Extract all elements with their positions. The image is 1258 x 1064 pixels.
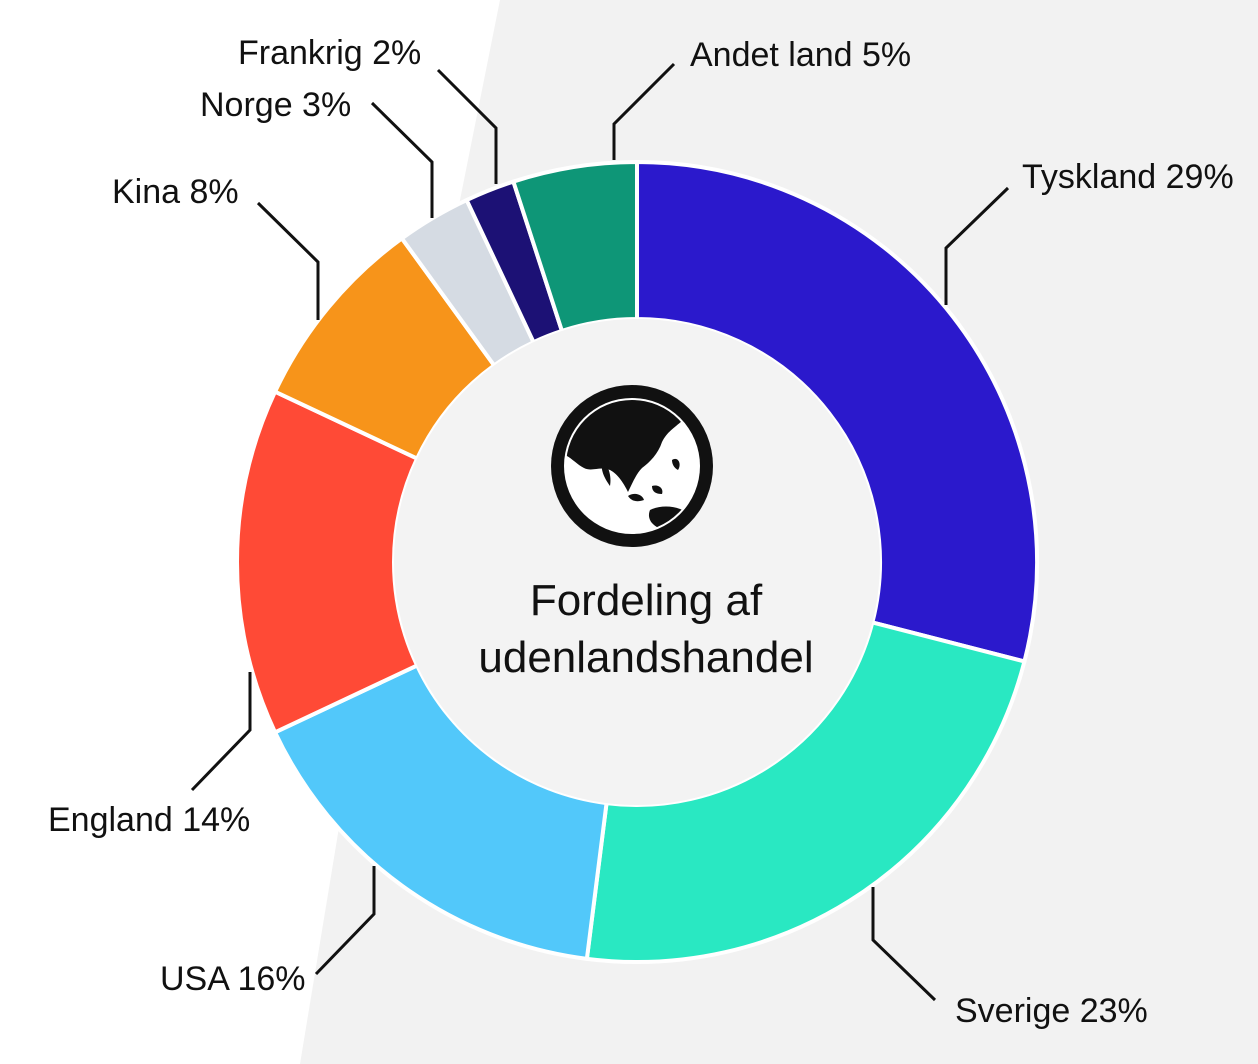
leader-line-england — [190, 672, 252, 792]
leader-line-tyskland — [944, 186, 1010, 305]
leader-line-norge — [370, 101, 434, 218]
chart-title-line-1: Fordeling af — [530, 576, 763, 625]
leader-line-kina — [256, 201, 320, 320]
label-andet-land: Andet land 5% — [690, 36, 911, 74]
leader-lines-group — [190, 62, 1010, 1002]
label-tyskland: Tyskland 29% — [1022, 158, 1234, 196]
labels-group: Tyskland 29% Sverige 23% USA 16% England 14… — [48, 34, 1234, 1030]
leader-line-andet-land — [612, 62, 676, 160]
label-norge: Norge 3% — [200, 86, 351, 124]
label-frankrig: Frankrig 2% — [238, 34, 421, 72]
leader-line-usa — [314, 866, 376, 976]
globe-icon — [551, 385, 713, 547]
leader-line-frankrig — [436, 68, 498, 184]
leader-line-sverige — [871, 887, 937, 1002]
chart-title-line-2: udenlandshandel — [478, 633, 813, 682]
label-kina: Kina 8% — [112, 173, 239, 211]
label-england: England 14% — [48, 801, 250, 839]
donut-hole — [394, 319, 880, 805]
label-usa: USA 16% — [160, 960, 306, 998]
label-sverige: Sverige 23% — [955, 992, 1148, 1030]
